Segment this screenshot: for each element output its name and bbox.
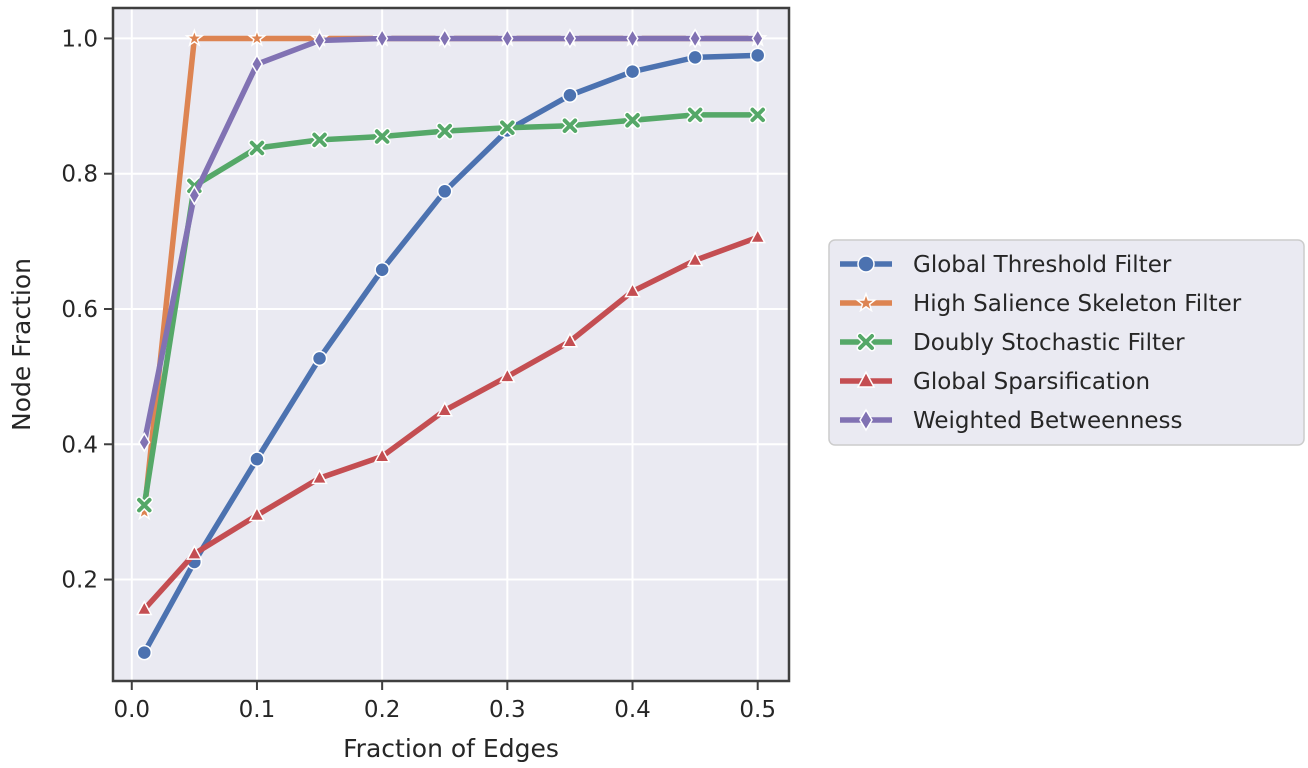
point-marker (687, 49, 703, 66)
point-marker (859, 408, 873, 432)
y-tick-label: 0.2 (61, 568, 98, 594)
y-axis-label: Node Fraction (7, 258, 36, 431)
point-marker (857, 255, 875, 273)
x-marker-stroke (687, 107, 703, 123)
x-marker-stroke (312, 132, 327, 148)
point-marker (373, 127, 391, 146)
point-marker (376, 28, 389, 49)
point-marker (501, 28, 514, 49)
point-marker (136, 600, 153, 616)
series-layer (134, 28, 768, 661)
point-marker (247, 28, 267, 47)
legend-item: Global Threshold Filter (840, 252, 1172, 278)
point-marker (136, 644, 153, 661)
legend: Global Threshold Filter High Salience Ske… (828, 239, 1305, 446)
x-marker-stroke (858, 334, 874, 350)
x-tick-label: 0.0 (113, 697, 150, 723)
x-marker-stroke (562, 118, 578, 133)
point-marker (313, 30, 326, 51)
legend-item: Weighted Betweenness (840, 408, 1183, 434)
point-marker (135, 496, 154, 514)
point-marker (624, 282, 641, 298)
point-marker (563, 28, 577, 49)
point-marker (184, 28, 205, 47)
point-marker (749, 228, 766, 244)
point-marker (856, 370, 876, 388)
point-marker (438, 28, 451, 49)
point-marker (499, 367, 516, 383)
legend-label: Doubly Stochastic Filter (913, 330, 1185, 356)
point-marker (250, 53, 264, 75)
point-marker (311, 350, 328, 367)
x-marker-stroke (625, 113, 640, 128)
legend-label: Weighted Betweenness (913, 408, 1183, 434)
point-marker (249, 451, 265, 467)
x-marker-stroke (750, 107, 765, 123)
point-marker (855, 291, 877, 313)
x-marker-stroke (500, 120, 515, 135)
point-marker (686, 251, 704, 267)
y-tick-label: 0.4 (61, 432, 98, 458)
x-tick-label: 0.5 (739, 697, 776, 723)
y-tick-label: 0.8 (61, 162, 98, 188)
axes: 0.0 0.1 0.2 0.3 0.4 0.5 0.2 0.4 0.6 0.8 1.0 (61, 26, 776, 723)
x-marker-stroke (437, 123, 452, 139)
point-marker (248, 506, 266, 522)
series (136, 228, 766, 616)
legend-item: Global Sparsification (840, 369, 1150, 395)
point-marker (188, 185, 201, 206)
point-marker (248, 139, 266, 157)
series (136, 47, 766, 661)
point-marker (138, 432, 151, 453)
point-marker (436, 401, 453, 417)
x-tick-label: 0.2 (364, 697, 401, 723)
point-marker (688, 28, 702, 49)
point-marker (186, 544, 203, 560)
point-marker (311, 468, 328, 485)
y-tick-label: 1.0 (61, 26, 98, 52)
point-marker (751, 28, 764, 49)
plot-background (113, 8, 789, 681)
point-marker (435, 122, 454, 140)
legend-label: High Salience Skeleton Filter (913, 291, 1242, 317)
x-marker-stroke (137, 497, 152, 513)
legend-label: Global Sparsification (913, 369, 1150, 395)
legend-frame (828, 239, 1305, 446)
x-marker-stroke (249, 140, 265, 156)
point-marker (373, 447, 391, 463)
x-axis-label: Fraction of Edges (343, 734, 559, 763)
point-marker (856, 332, 876, 352)
point-marker (748, 106, 767, 124)
point-marker (561, 116, 579, 135)
point-marker (374, 262, 390, 278)
point-marker (436, 183, 453, 200)
point-marker (624, 63, 641, 80)
point-marker (562, 87, 578, 104)
legend-label: Global Threshold Filter (913, 252, 1172, 278)
point-marker (626, 28, 639, 49)
legend-item: Doubly Stochastic Filter (840, 330, 1185, 356)
y-tick-label: 0.6 (61, 297, 98, 323)
series (138, 28, 764, 453)
point-marker (561, 332, 579, 348)
x-tick-label: 0.4 (614, 697, 651, 723)
point-marker (749, 47, 766, 64)
point-marker (498, 118, 517, 137)
plot-frame (111, 6, 791, 683)
point-marker (310, 131, 329, 149)
x-marker-stroke (374, 129, 390, 144)
x-tick-label: 0.1 (239, 697, 276, 723)
point-marker (686, 106, 704, 124)
legend-item: High Salience Skeleton Filter (840, 291, 1242, 317)
x-tick-label: 0.3 (489, 697, 526, 723)
point-marker (623, 111, 642, 130)
